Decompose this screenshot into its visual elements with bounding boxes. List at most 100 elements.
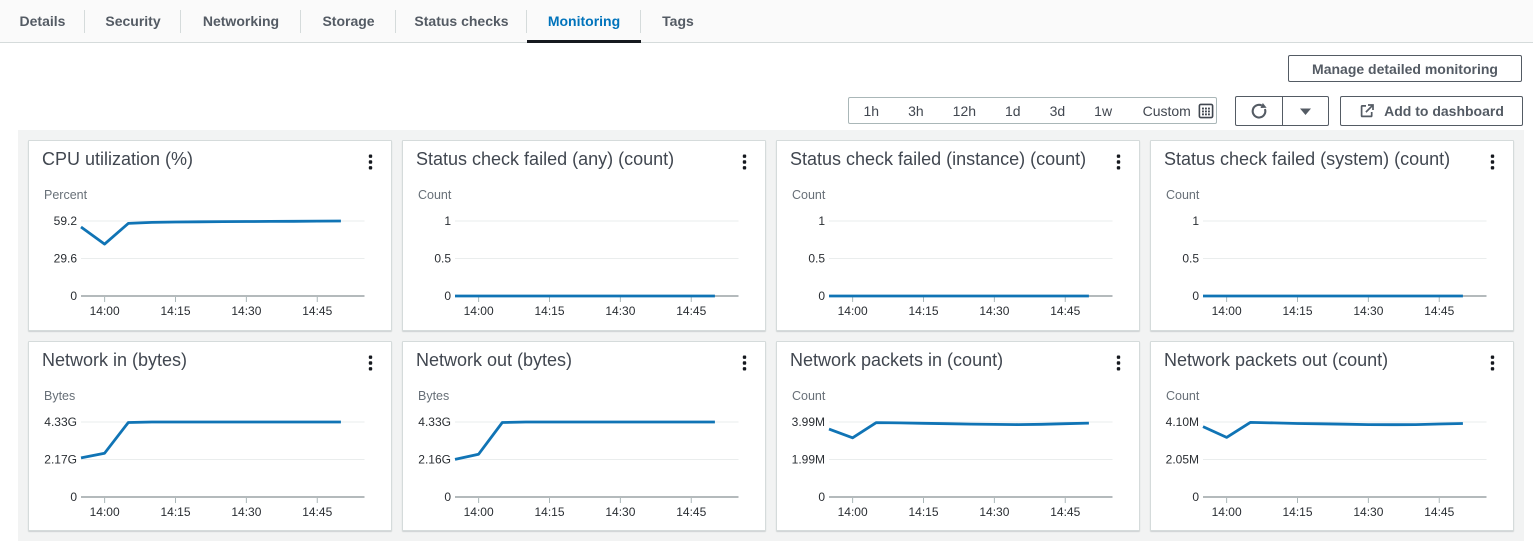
chart-menu-button[interactable] (1481, 151, 1503, 173)
kebab-menu-icon (742, 154, 747, 171)
tab-separator (84, 10, 85, 33)
time-range-12h[interactable]: 12h (952, 102, 977, 119)
y-axis-tick-label: 0 (70, 289, 77, 303)
kebab-menu-icon (368, 355, 373, 372)
y-axis-tick-label: 1 (1192, 214, 1199, 228)
tab-separator (180, 10, 181, 33)
metric-chart-card-1: CPU utilization (%) Percent 59.2 29.6 0 14:0… (28, 140, 392, 331)
x-axis-tick-label: 14:15 (534, 505, 564, 519)
y-axis-tick-label: 0 (70, 490, 77, 504)
chart-title: Network in (bytes) (42, 350, 188, 370)
x-axis-tick-label: 14:15 (908, 505, 938, 519)
tab-label: Storage (322, 13, 375, 29)
y-axis-tick-label: 0 (1192, 490, 1199, 504)
time-range-3h[interactable]: 3h (908, 102, 924, 119)
add-to-dashboard-label: Add to dashboard (1384, 103, 1504, 119)
refresh-button[interactable] (1235, 96, 1283, 126)
metric-chart-card-4: Status check failed (system) (count) Cou… (1150, 140, 1514, 331)
tab-tags[interactable]: Tags (641, 0, 715, 42)
y-axis-tick-label: 4.33G (44, 415, 77, 429)
chart-unit-label: Count (1166, 389, 1200, 403)
x-axis-tick-label: 14:00 (838, 304, 868, 318)
x-axis-tick-label: 14:45 (302, 304, 332, 318)
y-axis-tick-label: 0 (818, 289, 825, 303)
manage-detailed-monitoring-button[interactable]: Manage detailed monitoring (1288, 55, 1522, 82)
metric-line-series (828, 421, 1089, 440)
y-axis-tick-label: 0 (1192, 289, 1199, 303)
x-axis-tick-label: 14:30 (605, 304, 635, 318)
x-axis-tick-label: 14:15 (534, 304, 564, 318)
chart-unit-label: Count (1166, 188, 1200, 202)
chart-menu-button[interactable] (359, 352, 381, 374)
x-axis-tick-label: 14:00 (90, 304, 120, 318)
chart-menu-button[interactable] (733, 151, 755, 173)
refresh-options-button[interactable] (1282, 96, 1329, 126)
custom-label: Custom (1142, 102, 1191, 119)
external-link-icon (1359, 103, 1375, 119)
tab-networking[interactable]: Networking (181, 0, 301, 42)
chart-unit-label: Count (792, 389, 826, 403)
metric-chart-card-7: Network packets in (count) Count 3.99M 1.9… (776, 341, 1140, 531)
metric-chart-card-2: Status check failed (any) (count) Count 1… (402, 140, 766, 331)
kebab-menu-icon (742, 355, 747, 372)
chart-menu-button[interactable] (1481, 352, 1503, 374)
tab-label: Tags (662, 13, 694, 29)
x-axis-tick-label: 14:00 (90, 505, 120, 519)
time-range-1h[interactable]: 1h (863, 102, 880, 119)
x-axis-tick-label: 14:15 (1282, 505, 1312, 519)
x-axis-tick-label: 14:30 (979, 304, 1009, 318)
y-axis-tick-label: 29.6 (54, 252, 78, 266)
tab-label: Monitoring (547, 13, 621, 29)
instance-tabs: Details Security Networking Storage Status c… (0, 0, 1533, 43)
x-axis-tick-label: 14:45 (302, 505, 332, 519)
chart-title: CPU utilization (%) (42, 149, 194, 169)
time-range-custom[interactable]: Custom (1131, 98, 1218, 123)
y-axis-tick-label: 0.5 (434, 252, 451, 266)
x-axis-tick-label: 14:30 (1353, 304, 1383, 318)
chart-canvas: Bytes 4.33G 2.16G 0 14:00 14:15 14:30 14:45 (418, 389, 739, 519)
x-axis-tick-label: 14:15 (908, 304, 938, 318)
y-axis-tick-label: 0 (444, 490, 451, 504)
tab-separator (395, 10, 396, 33)
chart-menu-button[interactable] (733, 352, 755, 374)
add-to-dashboard-button[interactable]: Add to dashboard (1340, 96, 1523, 126)
y-axis-tick-label: 2.05M (1166, 453, 1199, 467)
x-axis-tick-label: 14:00 (1212, 505, 1242, 519)
y-axis-tick-label: 1 (444, 214, 451, 228)
y-axis-tick-label: 4.10M (1166, 415, 1199, 429)
y-axis-tick-label: 0 (818, 490, 825, 504)
calendar-icon (1198, 103, 1214, 119)
chart-menu-button[interactable] (359, 151, 381, 173)
y-axis-tick-label: 0.5 (1182, 252, 1199, 266)
kebab-menu-icon (368, 154, 373, 171)
tab-status-checks[interactable]: Status checks (396, 0, 527, 42)
time-range-selector: 1h 3h 12h 1d 3d 1w Custom (848, 97, 1217, 124)
time-range-3d[interactable]: 3d (1049, 102, 1066, 119)
y-axis-tick-label: 4.33G (418, 415, 451, 429)
x-axis-tick-label: 14:15 (160, 304, 190, 318)
metric-chart-card-8: Network packets out (count) Count 4.10M 2.… (1150, 341, 1514, 531)
chart-canvas: Bytes 4.33G 2.17G 0 14:00 14:15 14:30 14:45 (44, 389, 365, 519)
tab-details[interactable]: Details (0, 0, 85, 42)
x-axis-tick-label: 14:45 (1424, 505, 1454, 519)
chart-title: Status check failed (instance) (count) (790, 149, 1087, 169)
x-axis-tick-label: 14:00 (838, 505, 868, 519)
tab-monitoring[interactable]: Monitoring (527, 0, 641, 43)
x-axis-tick-label: 14:00 (1212, 304, 1242, 318)
x-axis-tick-label: 14:15 (1282, 304, 1312, 318)
chart-title: Status check failed (system) (count) (1164, 149, 1451, 169)
chart-menu-button[interactable] (1107, 151, 1129, 173)
chart-unit-label: Bytes (418, 389, 449, 403)
tab-storage[interactable]: Storage (301, 0, 396, 42)
metric-chart-card-3: Status check failed (instance) (count) C… (776, 140, 1140, 331)
y-axis-tick-label: 0 (444, 289, 451, 303)
x-axis-tick-label: 14:00 (464, 505, 494, 519)
time-range-1w[interactable]: 1w (1094, 102, 1113, 119)
x-axis-tick-label: 14:45 (1050, 505, 1080, 519)
chart-title: Network packets out (count) (1164, 350, 1389, 370)
chart-menu-button[interactable] (1107, 352, 1129, 374)
tab-security[interactable]: Security (85, 0, 181, 42)
chart-unit-label: Count (792, 188, 826, 202)
time-range-1d[interactable]: 1d (1005, 102, 1021, 119)
